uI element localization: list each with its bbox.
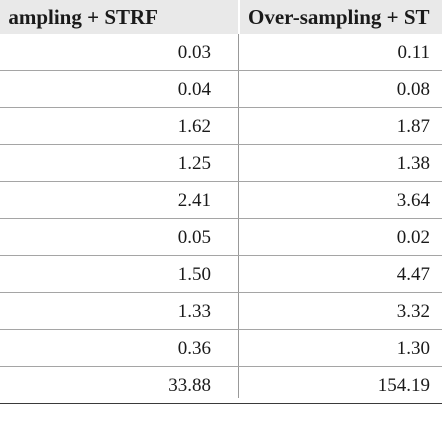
table-row: 0.04 0.08 <box>0 71 442 108</box>
cell-oversampling-value: 3.64 <box>396 190 430 211</box>
column-divider <box>238 34 239 398</box>
cell-oversampling-value: 154.19 <box>377 375 430 396</box>
table-row: 1.33 3.32 <box>0 293 442 330</box>
header-separator <box>238 0 240 34</box>
cell-oversampling-value: 1.38 <box>396 153 430 174</box>
table-row: 1.62 1.87 <box>0 108 442 145</box>
cell-undersampling-value: 0.04 <box>177 79 211 100</box>
table-row: 0.36 1.30 <box>0 330 442 367</box>
cell-oversampling-value: 4.47 <box>396 264 430 285</box>
cell-undersampling-value: 1.62 <box>177 116 211 137</box>
cell-oversampling-value: 1.87 <box>396 116 430 137</box>
cell-undersampling-value: 0.05 <box>177 227 211 248</box>
table-row: 33.88 154.19 <box>0 367 442 404</box>
cell-undersampling-value: 1.33 <box>177 301 211 322</box>
cell-oversampling-value: 0.08 <box>396 79 430 100</box>
cell-undersampling-value: 0.36 <box>177 338 211 359</box>
cell-oversampling-value: 0.11 <box>397 42 430 63</box>
table-row: 0.05 0.02 <box>0 219 442 256</box>
cell-oversampling-value: 0.02 <box>396 227 430 248</box>
table-body: 0.03 0.11 0.04 0.08 1.62 1.87 1.25 1.38 … <box>0 34 442 404</box>
table-row: 1.25 1.38 <box>0 145 442 182</box>
cell-undersampling-value: 1.50 <box>177 264 211 285</box>
cell-undersampling-value: 0.03 <box>177 42 211 63</box>
table-row: 2.41 3.64 <box>0 182 442 219</box>
cell-oversampling-value: 1.30 <box>396 338 430 359</box>
cell-oversampling-value: 3.32 <box>396 301 430 322</box>
table-row: 1.50 4.47 <box>0 256 442 293</box>
table-row: 0.03 0.11 <box>0 34 442 71</box>
cell-undersampling-value: 33.88 <box>168 375 211 396</box>
column-header-oversampling-strf: Over-sampling + ST <box>240 0 442 34</box>
column-header-undersampling-strf: ampling + STRF <box>0 0 238 34</box>
cell-undersampling-value: 2.41 <box>177 190 211 211</box>
cell-undersampling-value: 1.25 <box>177 153 211 174</box>
